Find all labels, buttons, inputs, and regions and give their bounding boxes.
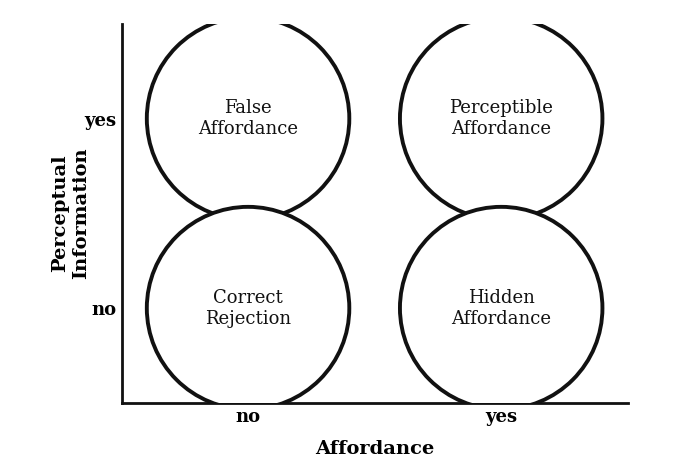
Ellipse shape bbox=[147, 17, 350, 220]
Text: Correct
Rejection: Correct Rejection bbox=[205, 289, 291, 328]
Y-axis label: Perceptual
Information: Perceptual Information bbox=[51, 147, 90, 279]
Text: Perceptible
Affordance: Perceptible Affordance bbox=[450, 99, 553, 138]
Ellipse shape bbox=[147, 207, 350, 410]
Text: False
Affordance: False Affordance bbox=[198, 99, 298, 138]
Ellipse shape bbox=[400, 207, 602, 410]
Ellipse shape bbox=[400, 17, 602, 220]
Text: Hidden
Affordance: Hidden Affordance bbox=[451, 289, 551, 328]
X-axis label: Affordance: Affordance bbox=[315, 440, 434, 458]
